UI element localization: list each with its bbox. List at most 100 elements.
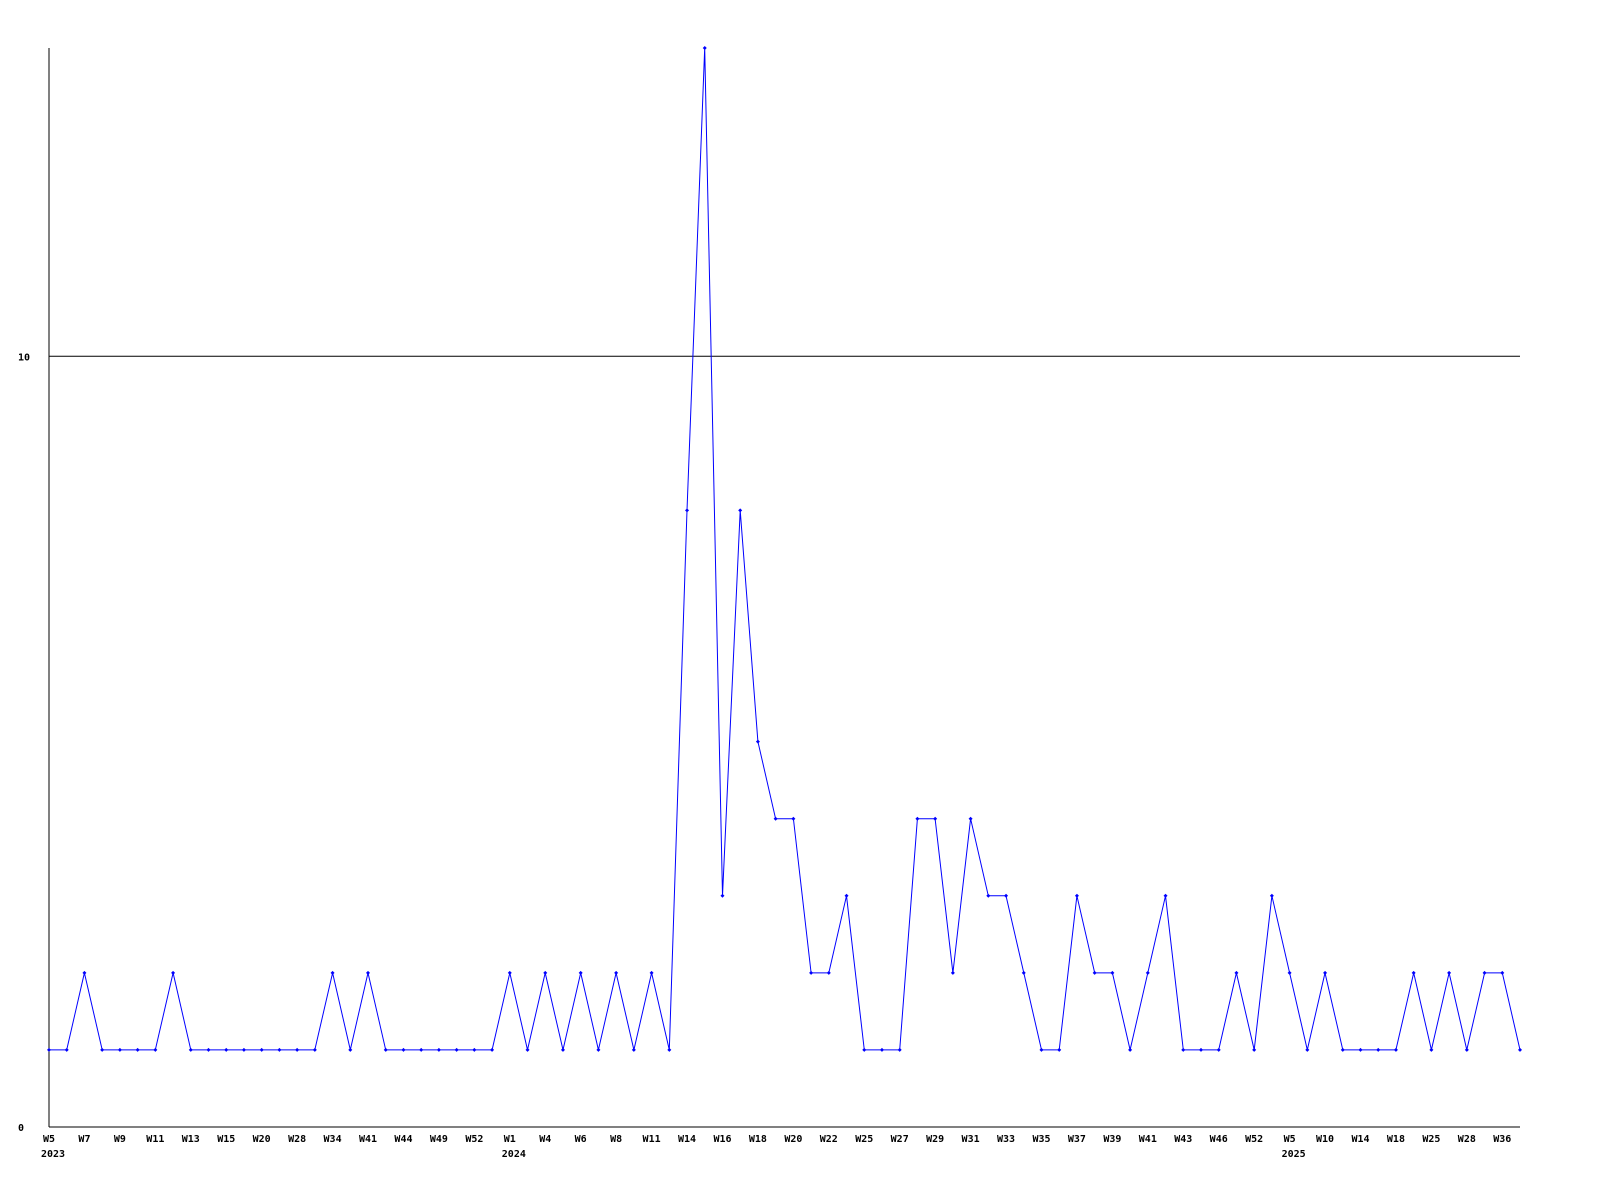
data-point <box>738 508 743 513</box>
data-point <box>649 970 654 975</box>
year-label: 2025 <box>1282 1149 1306 1160</box>
data-point <box>862 1047 867 1052</box>
x-tick-label: W27 <box>891 1134 909 1145</box>
x-tick-label: W29 <box>926 1134 944 1145</box>
y-tick-label: 10 <box>18 352 30 363</box>
x-tick-label: W18 <box>749 1134 767 1145</box>
x-tick-label: W52 <box>1245 1134 1263 1145</box>
data-point <box>667 1047 672 1052</box>
x-tick-label: W36 <box>1493 1134 1511 1145</box>
year-label: 2023 <box>41 1149 65 1160</box>
x-tick-label: W49 <box>430 1134 448 1145</box>
data-point <box>1269 893 1274 898</box>
x-tick-label: W31 <box>962 1134 980 1145</box>
data-point <box>348 1047 353 1052</box>
data-point <box>241 1047 246 1052</box>
data-point <box>135 1047 140 1052</box>
data-point <box>1074 893 1079 898</box>
data-point <box>1447 970 1452 975</box>
data-point <box>436 1047 441 1052</box>
data-point <box>1305 1047 1310 1052</box>
data-point <box>543 970 548 975</box>
data-point <box>1110 970 1115 975</box>
x-tick-label: W37 <box>1068 1134 1086 1145</box>
x-tick-label: W25 <box>1422 1134 1440 1145</box>
data-point <box>897 1047 902 1052</box>
data-point <box>472 1047 477 1052</box>
data-point <box>809 970 814 975</box>
x-tick-label: W15 <box>217 1134 235 1145</box>
axes <box>48 48 1520 1128</box>
data-point <box>685 508 690 513</box>
data-point <box>791 816 796 821</box>
data-point <box>366 970 371 975</box>
data-point <box>1323 970 1328 975</box>
x-tick-label: W22 <box>820 1134 838 1145</box>
data-point <box>933 816 938 821</box>
data-point <box>1464 1047 1469 1052</box>
data-point <box>915 816 920 821</box>
data-point <box>596 1047 601 1052</box>
data-point <box>64 1047 69 1052</box>
data-point <box>117 1047 122 1052</box>
data-point <box>1500 970 1505 975</box>
x-tick-label: W33 <box>997 1134 1015 1145</box>
x-tick-label: W20 <box>784 1134 802 1145</box>
data-point <box>1340 1047 1345 1052</box>
data-point <box>507 970 512 975</box>
series-line <box>47 46 1522 1052</box>
data-point <box>702 46 707 50</box>
data-point <box>171 970 176 975</box>
data-point <box>826 970 831 975</box>
data-point <box>1128 1047 1133 1052</box>
data-point <box>47 1047 51 1052</box>
x-axis-labels: W5 W7 W9 W11 W13 W15 W20 W28 W34 W41 W44 W49 W52 W1 W4… <box>41 1134 1511 1160</box>
data-point <box>1004 893 1009 898</box>
data-point <box>1287 970 1292 975</box>
data-point <box>844 893 849 898</box>
x-tick-label: W20 <box>253 1134 271 1145</box>
data-point <box>1518 1047 1522 1052</box>
data-point <box>1198 1047 1203 1052</box>
data-point <box>1021 970 1026 975</box>
data-point <box>773 816 778 821</box>
data-point <box>1039 1047 1044 1052</box>
data-point <box>401 1047 406 1052</box>
data-point <box>454 1047 459 1052</box>
data-point <box>224 1047 229 1052</box>
data-point <box>578 970 583 975</box>
data-point <box>1252 1047 1257 1052</box>
data-point <box>1234 970 1239 975</box>
data-point <box>1145 970 1150 975</box>
data-line <box>49 47 1521 1051</box>
data-point <box>950 970 955 975</box>
x-tick-label: W5 <box>1284 1134 1296 1145</box>
y-axis-labels: 0 10 <box>18 352 30 1134</box>
data-point <box>295 1047 300 1052</box>
data-point <box>1411 970 1416 975</box>
x-tick-label: W5 <box>43 1134 55 1145</box>
data-point <box>986 893 991 898</box>
data-point <box>720 893 725 898</box>
data-point <box>1216 1047 1221 1052</box>
x-tick-label: W14 <box>678 1134 696 1145</box>
data-point <box>879 1047 884 1052</box>
x-tick-label: W44 <box>394 1134 412 1145</box>
x-tick-label: W16 <box>713 1134 731 1145</box>
x-tick-label: W13 <box>182 1134 200 1145</box>
x-tick-label: W7 <box>78 1134 90 1145</box>
data-point <box>206 1047 211 1052</box>
data-point <box>330 970 335 975</box>
data-point <box>1092 970 1097 975</box>
data-point <box>153 1047 158 1052</box>
x-tick-label: W9 <box>114 1134 126 1145</box>
x-tick-label: W35 <box>1032 1134 1050 1145</box>
data-point <box>1482 970 1487 975</box>
data-point <box>1376 1047 1381 1052</box>
x-tick-label: W6 <box>575 1134 587 1145</box>
x-tick-label: W46 <box>1210 1134 1228 1145</box>
x-tick-label: W14 <box>1351 1134 1369 1145</box>
x-tick-label: W52 <box>465 1134 483 1145</box>
data-point <box>560 1047 565 1052</box>
data-point <box>383 1047 388 1052</box>
